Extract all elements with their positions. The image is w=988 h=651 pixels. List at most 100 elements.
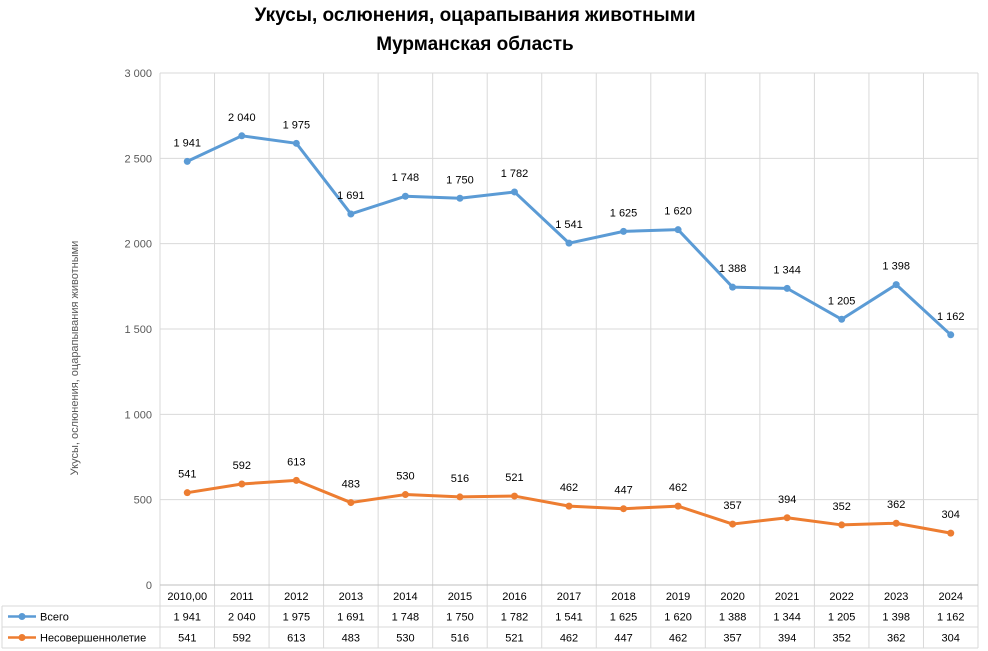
chart-title: Укусы, ослюнения, оцарапывания животными xyxy=(254,5,695,26)
table-cell: 1 344 xyxy=(773,612,801,624)
data-point xyxy=(510,492,518,500)
data-point xyxy=(729,520,737,528)
table-cell: 1 975 xyxy=(283,612,311,624)
x-tick-label: 2020 xyxy=(720,591,744,603)
data-point xyxy=(783,284,791,292)
chart-subtitle: Мурманская область xyxy=(376,34,573,55)
data-label: 394 xyxy=(778,494,796,506)
series-points xyxy=(183,132,955,537)
data-point xyxy=(947,529,955,537)
table-cell: 1 398 xyxy=(882,612,910,624)
table-cell: 1 748 xyxy=(392,612,420,624)
data-label: 2 040 xyxy=(228,112,256,124)
y-tick-label: 3 000 xyxy=(124,68,152,80)
data-label: 1 748 xyxy=(392,172,420,184)
data-label: 1 975 xyxy=(283,119,311,131)
table-cell: 530 xyxy=(396,633,414,645)
data-point xyxy=(510,188,518,196)
data-point xyxy=(292,476,300,484)
table-cell: 613 xyxy=(287,633,305,645)
data-point xyxy=(620,227,628,235)
data-table: 2010,00 2011 2012 2013 2014 2015 2016 2017 2018 2… xyxy=(1,73,979,649)
x-tick-label: 2022 xyxy=(829,591,853,603)
table-cell: 592 xyxy=(233,633,251,645)
table-cell: 1 620 xyxy=(664,612,692,624)
data-label: 613 xyxy=(287,456,305,468)
series-lines xyxy=(186,134,952,535)
data-label: 483 xyxy=(342,479,360,491)
data-point xyxy=(292,139,300,147)
x-tick-label: 2018 xyxy=(611,591,635,603)
x-tick-label: 2015 xyxy=(448,591,472,603)
series-data-labels: 1 941 2 040 1 975 1 691 1 748 1 750 1 782 1 541… xyxy=(174,112,965,521)
x-tick-label: 2014 xyxy=(393,591,417,603)
table-cell: 1 941 xyxy=(174,612,202,624)
table-cell: 483 xyxy=(342,633,360,645)
data-label: 530 xyxy=(396,471,414,483)
x-tick-label: 2011 xyxy=(230,591,254,603)
data-point xyxy=(729,283,737,291)
data-point xyxy=(892,281,900,289)
table-cell: 2 040 xyxy=(228,612,256,624)
y-tick-label: 1 500 xyxy=(124,324,152,336)
legend-key-marker xyxy=(18,634,26,641)
y-tick-label: 1 000 xyxy=(124,409,152,421)
y-tick-label: 2 000 xyxy=(124,239,152,251)
y-tick-label: 0 xyxy=(146,580,152,592)
x-tick-label: 2012 xyxy=(284,591,308,603)
data-point xyxy=(783,514,791,522)
legend-label: Несовершеннолетие xyxy=(40,633,146,645)
legend-label: Всего xyxy=(40,612,69,624)
data-label: 1 388 xyxy=(719,263,747,275)
table-cell: 352 xyxy=(832,633,850,645)
data-label: 541 xyxy=(178,469,196,481)
data-label: 1 941 xyxy=(174,137,202,149)
gridlines xyxy=(160,72,978,501)
data-point xyxy=(674,226,682,234)
data-label: 1 541 xyxy=(555,219,583,231)
table-cell: 521 xyxy=(505,633,523,645)
x-tick-label: 2021 xyxy=(775,591,799,603)
data-point xyxy=(892,519,900,527)
data-label: 362 xyxy=(887,499,905,511)
data-point xyxy=(565,502,573,510)
data-label: 1 205 xyxy=(828,295,856,307)
data-point xyxy=(456,194,464,202)
x-tick-label: 2013 xyxy=(339,591,363,603)
y-axis-label: Укусы, ослюнения, оцарапывания животными xyxy=(69,241,81,476)
data-label: 462 xyxy=(560,482,578,494)
table-cell: 541 xyxy=(178,633,196,645)
data-point xyxy=(565,239,573,247)
data-label: 1 162 xyxy=(937,311,965,323)
data-point xyxy=(183,489,191,497)
table-cell: 1 750 xyxy=(446,612,474,624)
table-cell: 394 xyxy=(778,633,796,645)
data-label: 1 398 xyxy=(882,261,910,273)
data-point xyxy=(238,480,246,488)
table-cell: 1 205 xyxy=(828,612,856,624)
data-point xyxy=(401,491,409,499)
table-cell: 362 xyxy=(887,633,905,645)
x-tick-label: 2017 xyxy=(557,591,581,603)
data-label: 521 xyxy=(505,472,523,484)
table-cell: 1 691 xyxy=(337,612,365,624)
data-label: 1 625 xyxy=(610,207,638,219)
data-point xyxy=(674,502,682,510)
table-cell: 462 xyxy=(560,633,578,645)
table-cell: 462 xyxy=(669,633,687,645)
x-tick-label: 2019 xyxy=(666,591,690,603)
data-label: 1 620 xyxy=(664,206,692,218)
data-label: 516 xyxy=(451,473,469,485)
x-tick-label: 2016 xyxy=(502,591,526,603)
y-tick-label: 500 xyxy=(134,495,152,507)
table-cell: 1 782 xyxy=(501,612,529,624)
data-point xyxy=(838,315,846,323)
data-point xyxy=(401,192,409,200)
x-tick-label: 2024 xyxy=(938,591,962,603)
table-cell: 516 xyxy=(451,633,469,645)
table-cell: 1 162 xyxy=(937,612,965,624)
data-label: 592 xyxy=(233,460,251,472)
table-cell: 304 xyxy=(942,633,960,645)
table-cell: 447 xyxy=(614,633,632,645)
